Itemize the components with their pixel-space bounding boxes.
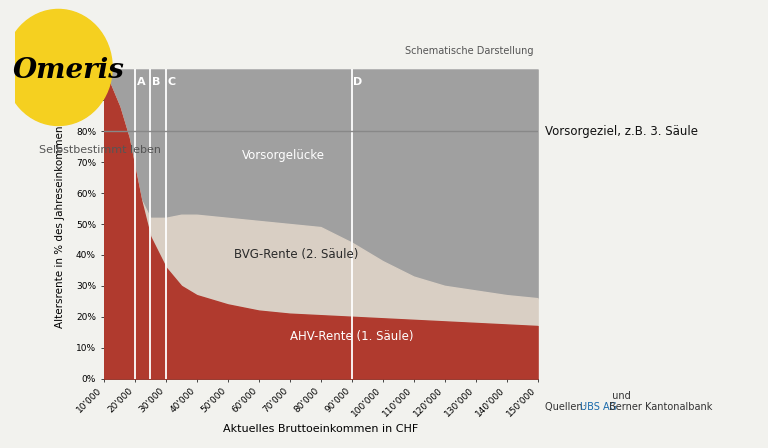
Text: Vorsorgeziel, z.B. 3. Säule: Vorsorgeziel, z.B. 3. Säule — [545, 125, 698, 138]
Text: Schematische Darstellung: Schematische Darstellung — [406, 46, 534, 56]
Text: AHV-Rente (1. Säule): AHV-Rente (1. Säule) — [290, 330, 413, 343]
Text: und
Berner Kantonalbank: und Berner Kantonalbank — [609, 391, 713, 412]
Text: UBS AG: UBS AG — [580, 402, 617, 412]
Text: BVG-Rente (2. Säule): BVG-Rente (2. Säule) — [233, 248, 358, 262]
Text: Vorsorgelücke: Vorsorgelücke — [242, 150, 325, 163]
Circle shape — [5, 9, 112, 125]
Y-axis label: Altersrente in % des Jahreseinkommens: Altersrente in % des Jahreseinkommens — [55, 120, 65, 328]
Text: Quellen:: Quellen: — [545, 402, 589, 412]
Text: Selbstbestimmt leben: Selbstbestimmt leben — [39, 145, 161, 155]
Text: C: C — [167, 77, 176, 87]
Text: D: D — [353, 77, 362, 87]
Text: Omeris: Omeris — [13, 57, 125, 84]
Text: A: A — [137, 77, 145, 87]
X-axis label: Aktuelles Bruttoeinkommen in CHF: Aktuelles Bruttoeinkommen in CHF — [223, 424, 419, 434]
Text: B: B — [152, 77, 161, 87]
